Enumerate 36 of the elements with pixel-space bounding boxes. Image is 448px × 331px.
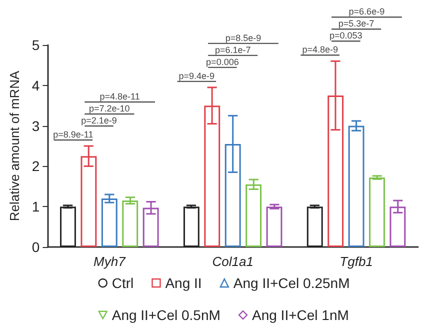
text: p=0.053 <box>329 30 362 41</box>
annotation: p=8.9e-11 <box>53 130 94 140</box>
bar <box>369 178 385 247</box>
text: p=6.6e-9 <box>348 6 385 17</box>
y-tick-label: 1 <box>32 198 40 215</box>
x-tick-label: Myh7 <box>94 254 126 269</box>
bar <box>60 206 76 247</box>
legend-label: Ctrl <box>112 275 134 291</box>
legend-label: Ang II+Cel 0.5nM <box>112 307 220 323</box>
y-tick-label: 2 <box>32 158 40 174</box>
bar <box>348 126 364 247</box>
y-tick-label: 3 <box>32 118 40 134</box>
y-tick-label: 4 <box>32 77 40 94</box>
y-tick-label: 0 <box>32 239 40 255</box>
annotation: p=0.006 <box>206 56 239 67</box>
annotation: p=9.4e-9 <box>178 70 215 81</box>
bar <box>183 206 200 247</box>
annotation: p=4.8e-9 <box>302 44 338 55</box>
annotation: p=2.1e-9 <box>81 116 117 126</box>
bar <box>306 206 323 247</box>
annotation: p=7.2e-10 <box>89 104 130 114</box>
annotation: p=6.1e-7 <box>214 44 251 55</box>
legend-label: Ang II+Cel 0.25nM <box>233 275 350 291</box>
bar <box>101 198 118 247</box>
x-tick-label: Tgfb1 <box>340 254 373 269</box>
y-tick-label: 5 <box>32 37 40 53</box>
bar <box>122 200 138 247</box>
annotation: p=4.8e-11 <box>100 92 140 102</box>
text: p=8.5e-9 <box>225 32 262 43</box>
legend-label: Ang II+Cel 1nM <box>252 307 349 323</box>
legend-label: Ang II <box>165 275 202 291</box>
bar <box>266 206 282 247</box>
y-axis-title: Relative amount of mRNA <box>7 70 22 222</box>
x-tick-label: Col1a1 <box>212 254 254 269</box>
text: p=5.3e-7 <box>338 18 374 29</box>
bar <box>246 184 262 247</box>
